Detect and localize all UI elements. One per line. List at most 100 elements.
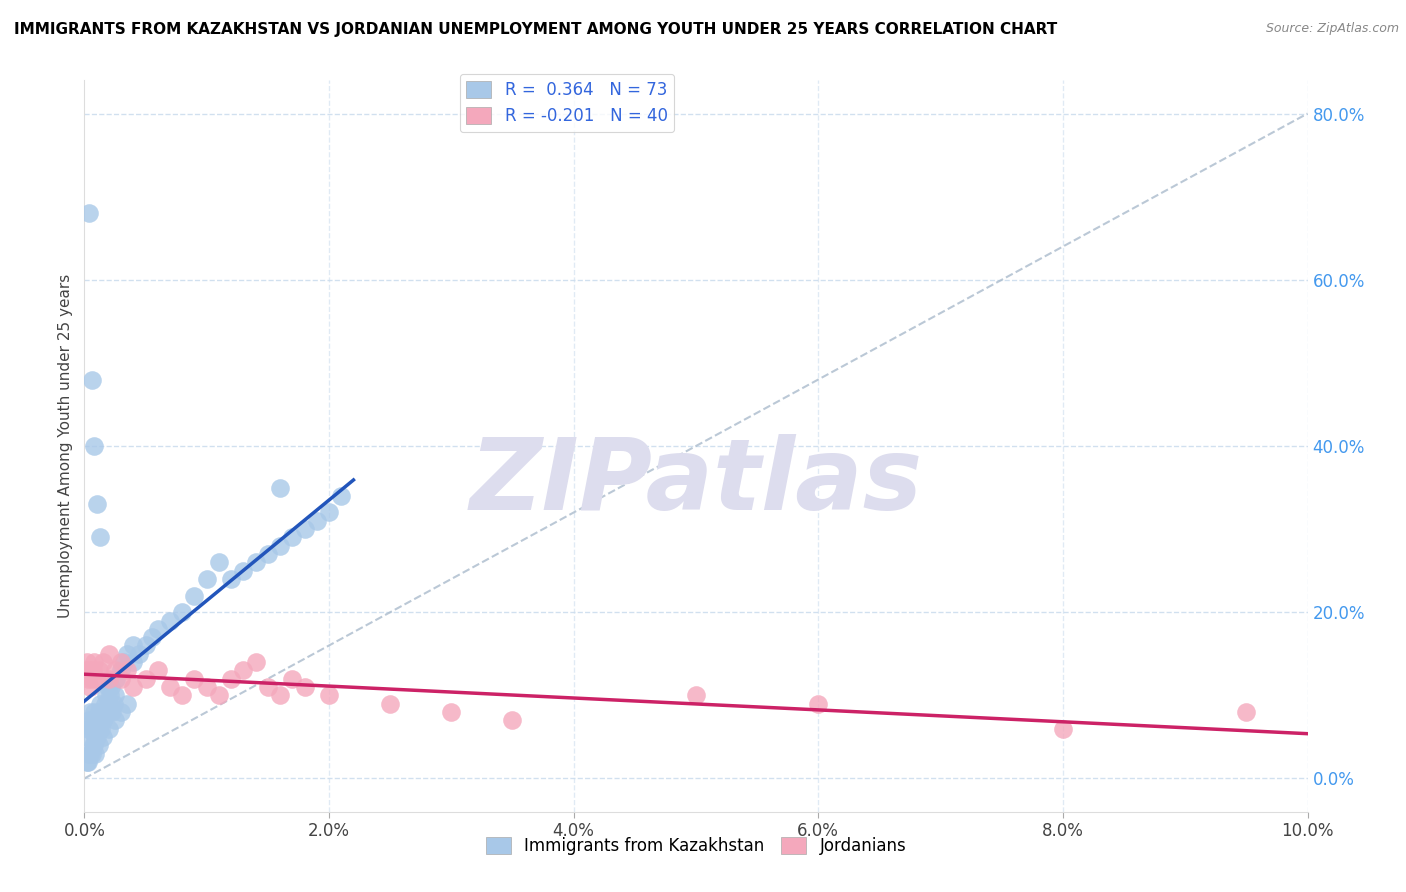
Point <box>89 697 111 711</box>
Point <box>172 689 194 703</box>
Point <box>86 722 108 736</box>
Point <box>122 655 145 669</box>
Point <box>380 697 402 711</box>
Point <box>257 680 280 694</box>
Point <box>208 555 231 569</box>
Point <box>219 672 242 686</box>
Point <box>1052 722 1074 736</box>
Point <box>83 439 105 453</box>
Point <box>104 664 127 678</box>
Point <box>219 572 242 586</box>
Point <box>159 680 181 694</box>
Point <box>76 755 98 769</box>
Point <box>91 730 114 744</box>
Point <box>98 689 121 703</box>
Point <box>100 680 122 694</box>
Point <box>208 689 231 703</box>
Point <box>440 705 463 719</box>
Point <box>269 481 291 495</box>
Point <box>77 722 100 736</box>
Y-axis label: Unemployment Among Youth under 25 years: Unemployment Among Youth under 25 years <box>58 274 73 618</box>
Point <box>115 647 138 661</box>
Point <box>86 497 108 511</box>
Point <box>76 730 98 744</box>
Point <box>318 506 340 520</box>
Point <box>77 747 100 761</box>
Point <box>76 655 98 669</box>
Point <box>294 680 316 694</box>
Point <box>1236 705 1258 719</box>
Point <box>115 664 138 678</box>
Point <box>232 664 254 678</box>
Point <box>80 372 103 386</box>
Point <box>502 714 524 728</box>
Point <box>141 630 163 644</box>
Point <box>77 755 100 769</box>
Point <box>122 680 145 694</box>
Point <box>135 672 157 686</box>
Point <box>305 514 328 528</box>
Point <box>79 705 101 719</box>
Point <box>79 680 101 694</box>
Point <box>87 714 110 728</box>
Point <box>807 697 830 711</box>
Point <box>77 206 100 220</box>
Point <box>91 655 114 669</box>
Point <box>104 689 127 703</box>
Point <box>89 530 111 544</box>
Point <box>135 639 157 653</box>
Point <box>183 672 205 686</box>
Point <box>115 697 138 711</box>
Point <box>245 555 267 569</box>
Point <box>97 722 120 736</box>
Point <box>269 539 291 553</box>
Point <box>97 705 120 719</box>
Point <box>105 672 128 686</box>
Point <box>110 655 132 669</box>
Point <box>75 664 97 678</box>
Point <box>82 738 104 752</box>
Point <box>94 697 117 711</box>
Text: IMMIGRANTS FROM KAZAKHSTAN VS JORDANIAN UNEMPLOYMENT AMONG YOUTH UNDER 25 YEARS : IMMIGRANTS FROM KAZAKHSTAN VS JORDANIAN … <box>14 22 1057 37</box>
Point <box>80 672 103 686</box>
Point <box>83 655 105 669</box>
Point <box>86 672 108 686</box>
Point <box>146 622 169 636</box>
Point <box>159 614 181 628</box>
Point <box>685 689 707 703</box>
Point <box>91 714 114 728</box>
Point <box>257 547 280 561</box>
Point <box>82 664 104 678</box>
Point <box>87 705 110 719</box>
Point <box>90 722 112 736</box>
Point <box>91 714 114 728</box>
Point <box>97 647 120 661</box>
Point <box>97 672 120 686</box>
Point <box>93 705 115 719</box>
Point <box>77 714 100 728</box>
Point <box>281 672 304 686</box>
Point <box>110 664 132 678</box>
Point <box>294 522 316 536</box>
Text: Source: ZipAtlas.com: Source: ZipAtlas.com <box>1265 22 1399 36</box>
Point <box>101 705 124 719</box>
Point <box>84 747 107 761</box>
Point <box>97 697 120 711</box>
Point <box>112 655 135 669</box>
Point <box>79 747 101 761</box>
Point <box>330 489 353 503</box>
Point <box>172 605 194 619</box>
Point <box>96 705 118 719</box>
Point <box>245 655 267 669</box>
Point <box>87 738 110 752</box>
Point <box>128 647 150 661</box>
Point <box>195 572 218 586</box>
Point <box>82 714 104 728</box>
Point <box>318 689 340 703</box>
Point <box>104 714 127 728</box>
Point <box>103 697 125 711</box>
Point <box>281 530 304 544</box>
Point <box>77 672 100 686</box>
Point <box>232 564 254 578</box>
Point <box>83 738 105 752</box>
